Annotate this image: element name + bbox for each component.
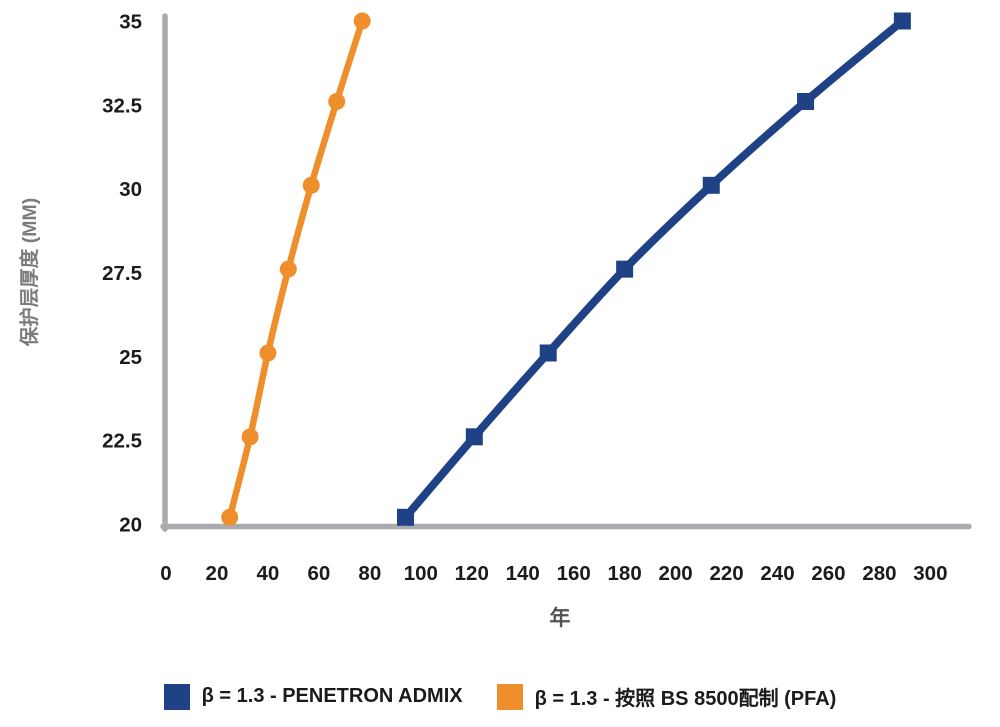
x-tick-label: 280	[862, 562, 896, 585]
legend-label: β = 1.3 - PENETRON ADMIX	[201, 685, 463, 707]
legend-item-penetron-admix: β = 1.3 - PENETRON ADMIX	[163, 683, 463, 710]
x-tick-label: 200	[658, 562, 692, 585]
data-point-square	[539, 344, 557, 362]
chart-legend: β = 1.3 - PENETRON ADMIX β = 1.3 - 按照 BS…	[0, 682, 1000, 711]
legend-swatch-blue	[163, 683, 190, 710]
legend-swatch-orange	[496, 683, 523, 710]
data-point-square	[702, 176, 720, 194]
data-point-square	[893, 12, 911, 30]
x-tick-label: 20	[206, 562, 229, 585]
data-point-square	[397, 508, 415, 526]
y-tick-label: 30	[119, 178, 142, 201]
y-tick-label: 20	[119, 514, 142, 537]
x-tick-label: 120	[455, 562, 489, 585]
x-tick-label: 180	[608, 562, 642, 585]
data-point-circle	[259, 344, 277, 362]
x-tick-label: 260	[811, 562, 845, 585]
data-point-circle	[353, 12, 371, 30]
data-point-square	[797, 92, 815, 110]
y-tick-label: 25	[119, 346, 142, 369]
line-chart: 20 22.5 25 27.5 30 32.5 35 0 20 40 60 80 100 120 140 16…	[18, 11, 972, 630]
y-tick-label: 35	[119, 11, 142, 34]
data-point-circle	[241, 428, 259, 446]
legend-label: β = 1.3 - 按照 BS 8500配制 (PFA)	[534, 688, 837, 710]
data-point-circle	[302, 176, 320, 194]
data-point-circle	[221, 508, 239, 526]
y-axis-title: 保护层厚度 (MM)	[18, 198, 41, 347]
x-tick-label: 0	[160, 562, 171, 585]
x-axis-title: 年	[550, 606, 571, 630]
x-tick-label: 100	[404, 562, 438, 585]
legend-item-bs8500-pfa: β = 1.3 - 按照 BS 8500配制 (PFA)	[496, 682, 837, 711]
x-tick-label: 240	[760, 562, 794, 585]
x-tick-label: 300	[913, 562, 947, 585]
data-point-square	[465, 428, 483, 446]
x-tick-label: 160	[557, 562, 591, 585]
x-tick-label: 40	[257, 562, 280, 585]
x-tick-label: 80	[358, 562, 381, 585]
x-tick-label: 220	[709, 562, 743, 585]
data-point-circle	[328, 92, 346, 110]
data-point-square	[616, 260, 634, 278]
y-tick-label: 32.5	[102, 94, 142, 117]
data-point-circle	[279, 260, 297, 278]
x-tick-label: 60	[307, 562, 330, 585]
y-tick-label: 27.5	[102, 262, 142, 285]
y-tick-label: 22.5	[102, 430, 142, 453]
x-tick-label: 140	[506, 562, 540, 585]
